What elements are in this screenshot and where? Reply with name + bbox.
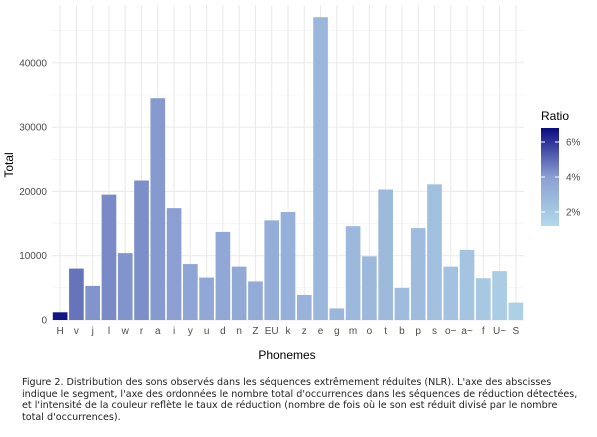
bar-H: [52, 312, 68, 320]
y-tick-label: 0: [41, 316, 47, 327]
bar-a: [150, 98, 166, 320]
bar-o~: [443, 266, 459, 320]
x-tick-label: k: [286, 326, 292, 337]
x-tick-label: s: [432, 326, 437, 337]
bar-j: [85, 285, 101, 320]
x-tick-label: u: [204, 326, 210, 337]
x-tick-label: o: [367, 326, 373, 337]
x-tick-label: S: [513, 326, 520, 337]
x-tick-label: i: [173, 326, 175, 337]
y-tick-label: 30000: [19, 123, 47, 134]
x-tick-label: d: [220, 326, 226, 337]
bar-u: [199, 277, 214, 320]
x-tick-label: b: [399, 326, 405, 337]
x-tick-label: l: [108, 326, 110, 337]
x-tick-label: U~: [493, 326, 506, 337]
bars: [52, 17, 524, 320]
bar-b: [394, 287, 410, 320]
x-tick-label: a: [155, 326, 161, 337]
x-tick-label: p: [415, 326, 421, 337]
legend-ticks: 6% 4% 2%: [541, 138, 581, 219]
y-tick-label: 10000: [19, 251, 47, 262]
x-tick-label: y: [188, 326, 193, 337]
x-tick-label: w: [121, 326, 130, 337]
bar-i: [166, 208, 182, 320]
bar-g: [329, 308, 345, 320]
bar-r: [134, 180, 149, 320]
x-tick-label: Z: [252, 326, 258, 337]
bar-l: [101, 194, 117, 320]
x-tick-label: e: [318, 326, 324, 337]
bar-EU: [264, 220, 280, 320]
bar-p: [410, 228, 426, 320]
bar-t: [378, 189, 393, 320]
x-tick-label: t: [384, 326, 387, 337]
x-tick-label: r: [140, 326, 144, 337]
figure-caption: Figure 2. Distribution des sons observés…: [22, 377, 578, 423]
bar-y: [183, 264, 198, 320]
bar-a~: [459, 249, 475, 320]
bar-o: [362, 256, 377, 320]
bar-w: [117, 253, 133, 320]
x-tick-label: z: [302, 326, 307, 337]
y-axis-ticks: 0 10000 20000 30000 40000: [19, 58, 47, 326]
x-tick-label: H: [57, 326, 64, 337]
bar-d: [215, 231, 231, 320]
bar-v: [69, 268, 84, 320]
legend: Ratio 6% 4% 2%: [541, 109, 581, 226]
x-tick-label: a~: [461, 326, 473, 337]
bar-e: [313, 17, 328, 320]
y-tick-label: 20000: [19, 187, 47, 198]
bar-S: [508, 302, 524, 320]
legend-title: Ratio: [541, 109, 569, 123]
legend-tick-label: 4%: [566, 173, 581, 184]
x-tick-label: g: [334, 326, 340, 337]
bar-s: [427, 184, 442, 320]
bar-n: [231, 266, 247, 320]
x-axis-title: Phonemes: [258, 348, 315, 362]
bar-U~: [492, 271, 507, 320]
x-tick-label: o~: [445, 326, 457, 337]
bar-k: [280, 212, 296, 320]
y-tick-label: 40000: [19, 58, 47, 69]
legend-tick-label: 6%: [566, 138, 581, 149]
legend-tick-label: 2%: [566, 208, 581, 219]
x-tick-label: EU: [265, 326, 279, 337]
bar-f: [475, 278, 491, 320]
bar-z: [296, 294, 312, 320]
y-axis-title: Total: [2, 152, 16, 177]
x-tick-label: n: [236, 326, 242, 337]
bar-Z: [248, 281, 263, 320]
x-tick-label: j: [91, 326, 94, 337]
legend-colorbar: [541, 128, 559, 226]
x-tick-label: m: [349, 326, 357, 337]
bar-m: [345, 226, 361, 320]
x-tick-label: f: [482, 326, 485, 337]
x-tick-label: v: [74, 326, 79, 337]
